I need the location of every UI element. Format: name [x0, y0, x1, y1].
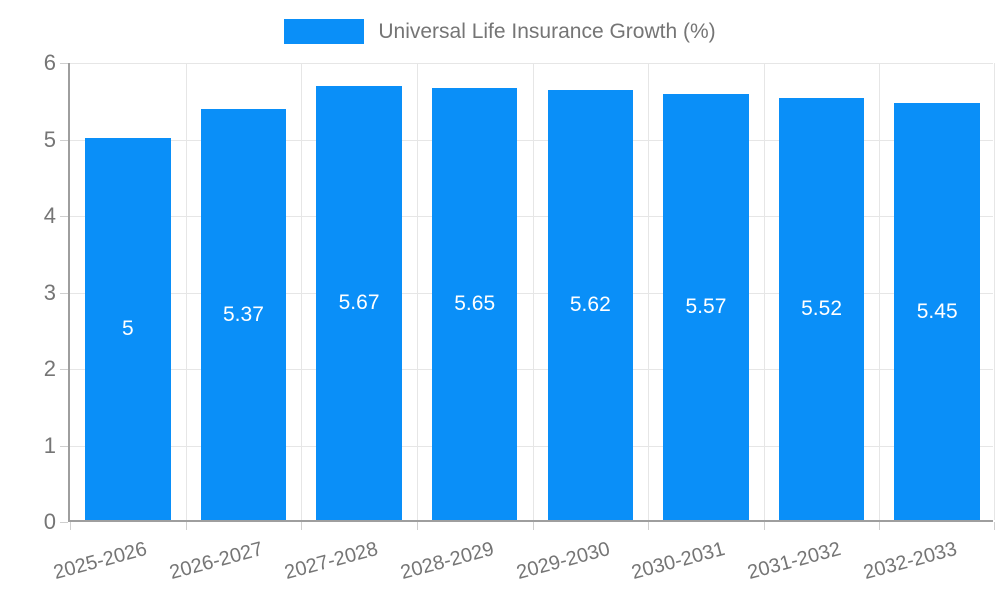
- bar-value-label: 5.52: [801, 296, 842, 320]
- gridline-vertical: [416, 63, 418, 520]
- y-tick-mark: [60, 63, 68, 64]
- y-tick-label: 0: [43, 509, 56, 534]
- x-tick-mark: [994, 522, 995, 530]
- x-tick-mark: [879, 522, 881, 530]
- gridline-vertical: [532, 63, 534, 520]
- gridline-vertical: [301, 63, 303, 520]
- y-tick-mark: [60, 292, 68, 294]
- x-tick-mark: [763, 522, 765, 530]
- gridline-vertical: [994, 63, 995, 520]
- x-tick-mark: [185, 522, 187, 530]
- gridline-horizontal: [70, 292, 993, 294]
- bar: 5.62: [547, 90, 634, 520]
- gridline-vertical: [763, 63, 765, 520]
- bar: 5.52: [778, 97, 865, 520]
- legend-swatch: [284, 19, 365, 44]
- gridline-vertical: [648, 63, 650, 520]
- bar-value-label: 5.45: [916, 299, 958, 323]
- y-tick-label: 1: [43, 432, 56, 458]
- bar-value-label: 5.37: [223, 302, 264, 326]
- bar-value-label: 5.62: [569, 293, 611, 317]
- bar-value-label: 5.67: [338, 291, 380, 315]
- bar: 5.57: [663, 93, 749, 520]
- x-tick-label: 2027-2028: [282, 538, 381, 585]
- y-tick-mark: [60, 139, 68, 141]
- gridline-horizontal: [70, 369, 993, 370]
- y-tick-mark: [60, 369, 68, 370]
- bar-value-label: 5.65: [454, 291, 496, 315]
- x-tick-mark: [416, 522, 418, 530]
- bar-value-label: 5.57: [685, 294, 727, 318]
- gridline-horizontal: [70, 445, 993, 447]
- y-tick-label: 5: [43, 126, 56, 152]
- plot-area: 0 1 2 3 4 5 6 5 5.37 5.67 5.65 5.62 5.57 5.52 5.45: [44, 52, 995, 533]
- x-tick-label: 2025-2026: [51, 538, 150, 585]
- y-tick-mark: [60, 216, 68, 217]
- bar: 5.65: [431, 87, 518, 520]
- gridline-vertical: [185, 63, 187, 520]
- legend-item[interactable]: Universal Life Insurance Growth (%): [284, 19, 716, 44]
- x-tick-label: 2032-2033: [860, 538, 959, 585]
- x-tick-mark: [648, 522, 650, 530]
- x-tick-mark: [70, 522, 71, 530]
- gridline-horizontal: [70, 139, 993, 141]
- x-tick-mark: [301, 522, 303, 530]
- y-tick-label: 4: [43, 203, 56, 228]
- y-tick-label: 3: [43, 279, 56, 305]
- gridline-vertical: [879, 63, 881, 520]
- bar-value-label: 5: [121, 316, 134, 340]
- y-tick-label: 6: [43, 50, 56, 75]
- x-tick-label: 2026-2027: [167, 538, 266, 585]
- chart-legend: Universal Life Insurance Growth (%): [0, 19, 1000, 44]
- bar: 5.45: [894, 103, 980, 520]
- y-tick-label: 2: [43, 356, 56, 381]
- bar: 5.37: [200, 109, 287, 520]
- gridline-horizontal: [70, 216, 993, 217]
- bar: 5: [85, 137, 171, 520]
- x-tick-label: 2029-2030: [513, 538, 613, 585]
- y-tick-mark: [60, 445, 68, 447]
- x-tick-label: 2030-2031: [629, 538, 728, 585]
- bar: 5.67: [316, 86, 402, 520]
- x-tick-label: 2031-2032: [745, 538, 844, 585]
- x-tick-label: 2028-2029: [398, 538, 497, 585]
- x-tick-mark: [532, 522, 534, 530]
- x-axis-labels: 2025-2026 2026-2027 2027-2028 2028-2029 2029…: [51, 522, 993, 600]
- gridline-horizontal: [70, 63, 993, 64]
- legend-label: Universal Life Insurance Growth (%): [378, 19, 716, 43]
- y-tick-mark: [60, 522, 68, 523]
